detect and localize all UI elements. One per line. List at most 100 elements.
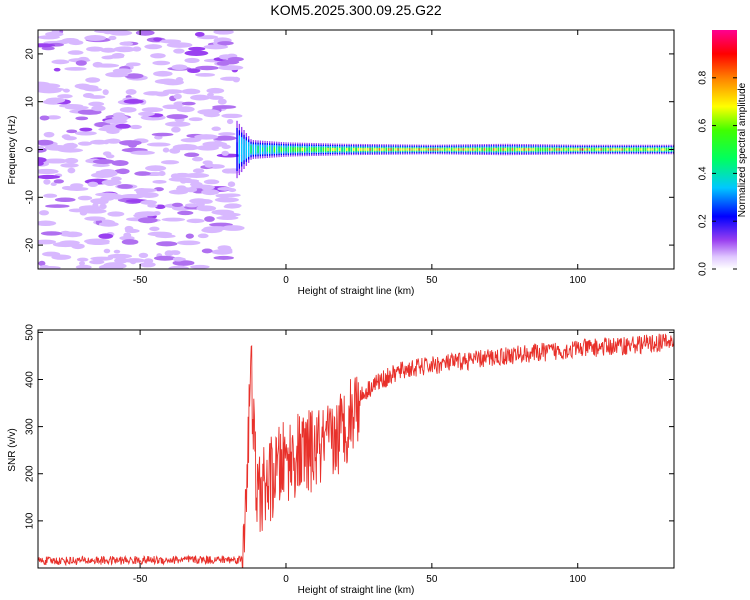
signal-cell — [392, 148, 395, 151]
noise-blob — [54, 197, 76, 202]
noise-blob — [38, 168, 59, 175]
noise-blob — [88, 101, 105, 107]
signal-cell — [497, 148, 500, 151]
signal-cell — [248, 146, 250, 153]
signal-cell — [423, 148, 425, 151]
signal-cell — [563, 148, 565, 151]
spectrogram-ytick-label: 10 — [25, 96, 36, 108]
signal-cell — [535, 148, 537, 151]
noise-blob — [50, 182, 57, 187]
noise-blob — [63, 136, 77, 141]
noise-blob — [172, 144, 192, 151]
noise-blob — [38, 260, 46, 266]
noise-blob — [201, 189, 220, 196]
signal-cell — [453, 148, 455, 151]
signal-cell — [444, 148, 446, 151]
noise-blob — [184, 57, 200, 64]
spectrogram-ytick-label: 20 — [25, 48, 36, 60]
noise-blob — [184, 152, 200, 157]
signal-cell — [336, 148, 339, 151]
signal-cell — [313, 147, 315, 152]
signal-cell — [570, 148, 572, 151]
colorbar-tick-label: 0.2 — [698, 214, 709, 228]
noise-blob — [153, 70, 173, 77]
signal-cell — [283, 147, 285, 152]
signal-cell — [269, 147, 271, 152]
signal-cell — [448, 148, 451, 151]
signal-cell — [397, 148, 399, 151]
signal-cell — [579, 148, 581, 151]
noise-blob — [78, 84, 99, 91]
noise-blob — [124, 73, 144, 79]
noise-blob — [147, 231, 173, 237]
signal-cell — [656, 148, 658, 151]
signal-cell — [490, 148, 493, 151]
signal-cell — [465, 148, 467, 151]
noise-blob — [138, 252, 149, 258]
noise-blob — [124, 225, 134, 232]
snr-line — [38, 333, 674, 568]
noise-blob — [60, 163, 79, 168]
noise-blob — [52, 241, 79, 248]
noise-blob — [41, 46, 55, 51]
noise-blob — [102, 124, 117, 130]
spectrogram-data — [38, 30, 674, 269]
signal-cell — [558, 148, 560, 151]
signal-cell — [640, 148, 642, 151]
colorbar-tick-label: 0.6 — [698, 118, 709, 132]
noise-blob — [110, 171, 118, 176]
signal-cell — [262, 147, 264, 152]
noise-blob — [77, 195, 93, 201]
signal-cell — [595, 148, 598, 151]
snr-xtick-label: 0 — [283, 574, 289, 585]
noise-blob — [45, 31, 64, 37]
signal-cell — [588, 148, 591, 151]
noise-blob — [64, 66, 87, 71]
signal-cell — [388, 148, 390, 151]
noise-blob — [38, 145, 44, 150]
signal-cell — [304, 147, 306, 152]
signal-cell — [525, 148, 528, 151]
noise-blob — [185, 233, 194, 239]
noise-blob — [168, 265, 190, 269]
signal-cell — [481, 148, 483, 151]
signal-cell — [280, 147, 283, 152]
noise-blob — [146, 142, 171, 147]
signal-cell — [346, 148, 348, 151]
noise-blob — [90, 256, 114, 261]
signal-cell — [362, 148, 364, 151]
noise-blob — [38, 139, 54, 146]
signal-cell — [355, 148, 357, 151]
noise-blob — [171, 126, 181, 133]
signal-cell — [455, 148, 458, 151]
noise-blob — [39, 210, 50, 216]
noise-blob — [201, 248, 213, 254]
signal-cell — [374, 148, 376, 151]
signal-cell — [343, 148, 346, 151]
noise-blob — [195, 72, 216, 77]
colorbar-label: Normalized spectral amplitude — [737, 82, 748, 217]
noise-blob — [70, 183, 84, 188]
noise-blob — [43, 193, 58, 198]
signal-cell — [462, 148, 465, 151]
signal-cell — [446, 148, 448, 151]
noise-blob — [116, 168, 130, 175]
noise-blob — [76, 257, 89, 262]
signal-cell — [637, 148, 640, 151]
noise-blob — [105, 55, 125, 59]
signal-cell — [406, 148, 409, 151]
signal-cell — [654, 148, 656, 151]
spectrogram-ytick-label: -10 — [25, 190, 36, 205]
signal-cell — [348, 148, 350, 151]
signal-cell — [369, 148, 371, 151]
noise-blob — [152, 179, 167, 184]
noise-blob — [104, 139, 114, 144]
noise-blob — [224, 113, 243, 119]
signal-cell — [630, 148, 633, 151]
noise-blob — [186, 218, 205, 224]
signal-cell — [367, 148, 369, 151]
signal-cell — [486, 148, 488, 151]
spectrogram-ytick-label: -20 — [25, 237, 36, 252]
signal-cell — [439, 148, 441, 151]
